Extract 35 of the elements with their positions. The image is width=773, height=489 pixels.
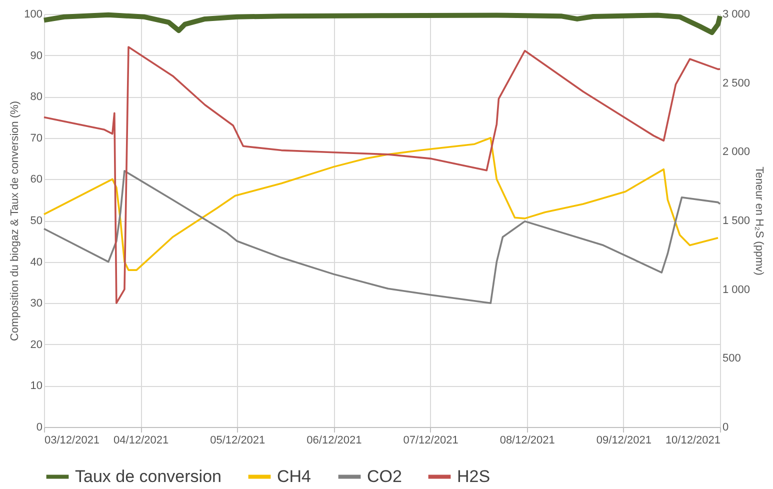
y-tick-label: 20 bbox=[30, 338, 42, 351]
y2-tick-label: 0 bbox=[722, 422, 729, 434]
line-series bbox=[43, 170, 721, 304]
legend-label: CO2 bbox=[367, 466, 402, 486]
y2-tick-label: 3 000 bbox=[722, 8, 750, 20]
y2-tick-label: 1 000 bbox=[722, 284, 750, 296]
y-tick-label: 50 bbox=[30, 215, 42, 227]
x-tick-label: 05/12/2021 bbox=[210, 434, 266, 446]
y-tick-label: 60 bbox=[30, 174, 42, 186]
y2-tick-label: 2 000 bbox=[722, 146, 750, 158]
y-tick-label: 90 bbox=[30, 50, 42, 62]
y-tick-label: 80 bbox=[30, 91, 42, 104]
y-axis-title: Composition du biogaz & Taux de conversion (%) bbox=[9, 100, 22, 342]
x-tick-label: 10/12/2021 bbox=[665, 434, 720, 446]
y2-axis-title: Teneur en H₂S (ppmv) bbox=[753, 166, 766, 276]
y-tick-label: 10 bbox=[30, 380, 42, 392]
x-tick-label: 03/12/2021 bbox=[44, 434, 100, 446]
y2-tick-label: 1 500 bbox=[722, 215, 750, 227]
legend-label: Taux de conversion bbox=[75, 466, 222, 486]
y-tick-label: 100 bbox=[24, 8, 42, 20]
legend-label: CH4 bbox=[277, 466, 312, 486]
y-tick-label: 40 bbox=[30, 256, 42, 268]
x-tick-label: 07/12/2021 bbox=[403, 434, 458, 446]
x-tick-label: 08/12/2021 bbox=[500, 434, 555, 446]
y-tick-label: 30 bbox=[30, 298, 42, 310]
x-tick-label: 06/12/2021 bbox=[306, 434, 362, 446]
x-tick-label: 09/12/2021 bbox=[596, 434, 652, 446]
line-series bbox=[43, 46, 721, 304]
legend-label: H2S bbox=[457, 466, 490, 486]
y2-tick-label: 2 500 bbox=[722, 77, 750, 90]
x-tick-label: 04/12/2021 bbox=[114, 434, 169, 446]
line-series bbox=[43, 137, 719, 271]
y-tick-label: 0 bbox=[36, 422, 42, 434]
y2-tick-label: 500 bbox=[722, 352, 741, 365]
y-tick-label: 70 bbox=[30, 132, 42, 144]
